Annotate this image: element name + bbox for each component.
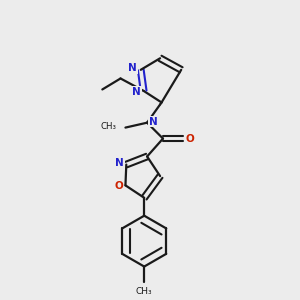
Text: N: N [148,116,157,127]
Text: O: O [114,181,123,191]
Text: CH₃: CH₃ [136,287,152,296]
Text: N: N [132,87,141,97]
Text: O: O [185,134,194,144]
Text: CH₃: CH₃ [101,122,117,130]
Text: N: N [115,158,124,168]
Text: N: N [128,63,137,73]
